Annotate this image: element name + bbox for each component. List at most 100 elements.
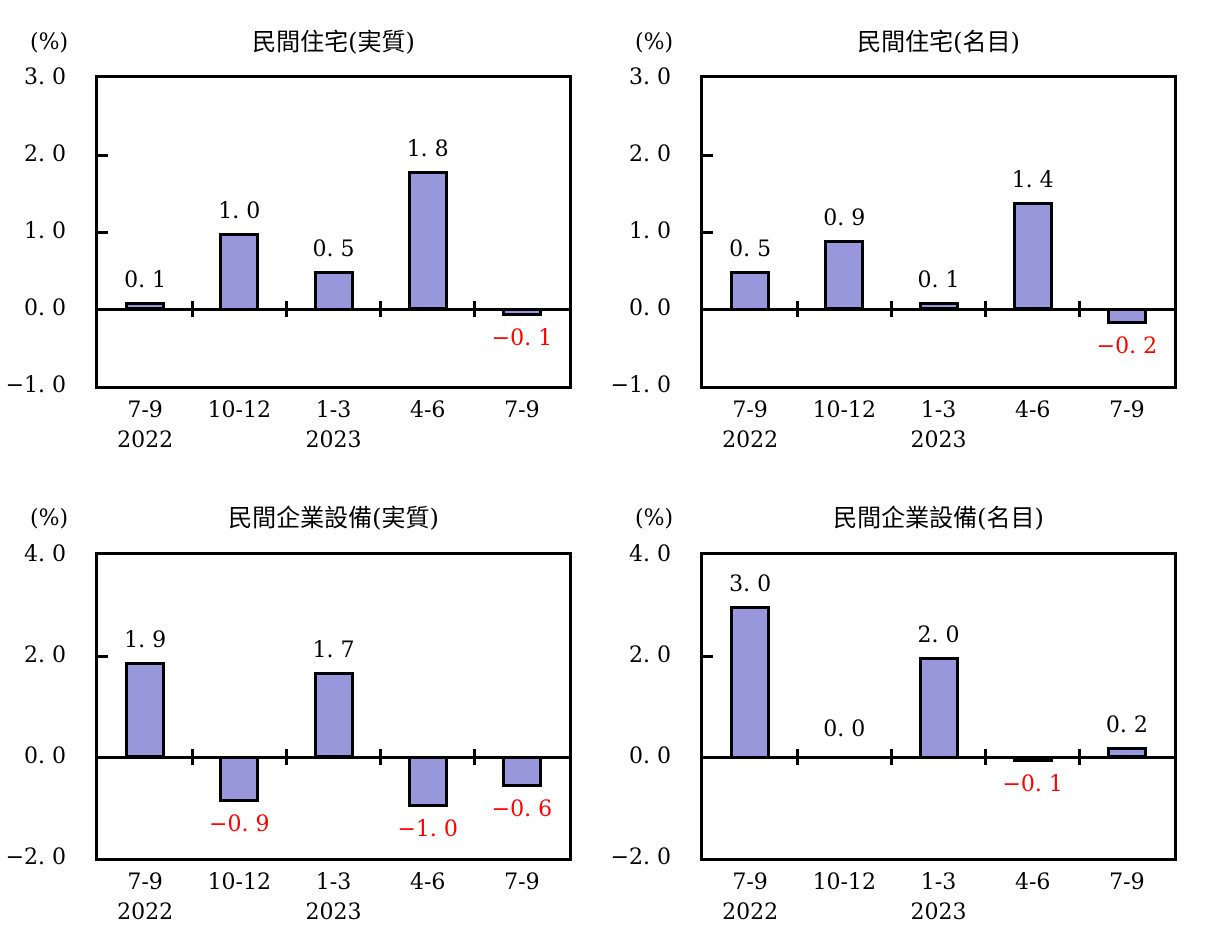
bar-value-label: −1. 0: [397, 817, 458, 842]
x-tick-label: 10-12: [812, 870, 876, 895]
y-tick-label: 0. 0: [24, 296, 66, 321]
y-axis-unit-label: (%): [635, 30, 674, 55]
y-tick-label: −2. 0: [5, 845, 66, 870]
y-tick-label: 2. 0: [24, 142, 66, 167]
bar-value-label: 1. 8: [406, 136, 449, 162]
y-tick-label: −1. 0: [610, 373, 671, 398]
x-year-label: 2023: [910, 428, 967, 453]
x-year-label: 2022: [117, 428, 174, 453]
y-tick-label: 0. 0: [629, 744, 671, 769]
bar: [824, 240, 865, 311]
bar-value-label: 0. 0: [823, 717, 866, 742]
bar-value-label: 0. 2: [1105, 713, 1148, 739]
bar-chart-3: (%) 民間企業設備(名目) 4. 0 2. 0 0. 0 −2. 0 3. 0 0. 0 2.…: [605, 470, 1210, 943]
bar-value-label: −0. 1: [1002, 771, 1063, 797]
x-tick-mark: [190, 749, 194, 765]
y-tick-label: −1. 0: [5, 373, 66, 398]
bar-value-label: 2. 0: [917, 622, 960, 648]
bar-value-label: 1. 0: [218, 198, 261, 224]
x-year-label: 2023: [910, 900, 967, 925]
bar-value-label: 1. 7: [312, 637, 355, 663]
bar: [313, 671, 354, 759]
x-year-label: 2023: [305, 428, 362, 453]
y-tick-mark: [98, 153, 108, 157]
x-tick-label: 4-6: [409, 398, 446, 423]
bar: [918, 301, 959, 311]
bar: [1012, 755, 1053, 762]
y-tick-label: 3. 0: [24, 65, 66, 90]
chart-title: 民間住宅(実質): [252, 28, 415, 56]
chart-title: 民間企業設備(実質): [228, 504, 439, 532]
bar: [407, 755, 448, 807]
bar: [313, 271, 354, 311]
x-tick-label: 4-6: [1014, 870, 1051, 895]
y-tick-label: −2. 0: [610, 845, 671, 870]
x-tick-label: 10-12: [207, 870, 271, 895]
y-axis-unit-label: (%): [30, 30, 69, 55]
bar-value-label: −0. 2: [1096, 333, 1158, 359]
y-tick-label: 4. 0: [629, 542, 671, 567]
x-tick-mark: [473, 301, 477, 317]
bar-value-label: −0. 6: [491, 796, 553, 822]
bar-chart-1: (%) 民間住宅(名目) 3. 0 2. 0 1. 0 0. 0 −1. 0 0. 5 0. 9…: [605, 0, 1210, 473]
bar-chart-0: (%) 民間住宅(実質) 3. 0 2. 0 1. 0 0. 0 −1. 0 0. 1 1. 0…: [0, 0, 605, 473]
y-tick-mark: [703, 230, 713, 234]
x-tick-label: 7-9: [504, 870, 540, 895]
bar: [1106, 307, 1147, 324]
bar-chart-2: (%) 民間企業設備(実質) 4. 0 2. 0 0. 0 −2. 0 1. 9 −0. 9 1…: [0, 470, 605, 943]
chart-title: 民間企業設備(名目): [833, 504, 1044, 532]
bar: [730, 606, 771, 759]
bar: [501, 755, 542, 787]
x-tick-mark: [889, 749, 893, 765]
x-tick-label: 1-3: [920, 398, 957, 423]
bar: [1012, 201, 1053, 311]
x-tick-mark: [984, 749, 988, 765]
bar: [918, 656, 959, 759]
x-tick-mark: [284, 749, 288, 765]
y-tick-label: 2. 0: [629, 142, 671, 167]
y-tick-mark: [703, 153, 713, 157]
x-tick-label: 7-9: [732, 870, 768, 895]
plot-area: [700, 75, 1177, 389]
x-year-label: 2022: [722, 900, 779, 925]
y-tick-label: 0. 0: [629, 296, 671, 321]
bar: [501, 307, 542, 317]
x-tick-mark: [1078, 301, 1082, 317]
bar-value-label: 1. 9: [124, 627, 167, 653]
y-axis-unit-label: (%): [30, 506, 69, 531]
chart-title: 民間住宅(名目): [857, 28, 1020, 56]
x-tick-label: 10-12: [207, 398, 271, 423]
x-tick-label: 1-3: [920, 870, 957, 895]
y-tick-mark: [98, 654, 108, 658]
bar-value-label: 0. 1: [917, 267, 960, 293]
bar: [219, 232, 260, 311]
x-tick-mark: [473, 749, 477, 765]
x-tick-mark: [379, 301, 383, 317]
bar-value-label: −0. 9: [209, 811, 270, 837]
x-tick-label: 10-12: [812, 398, 876, 423]
bar-value-label: 0. 5: [312, 237, 355, 262]
bar: [407, 170, 448, 311]
plot-area: [700, 552, 1177, 861]
bar-value-label: 0. 1: [124, 267, 167, 293]
x-tick-label: 4-6: [1014, 398, 1051, 423]
plot-area: [95, 552, 572, 861]
x-tick-mark: [379, 749, 383, 765]
x-tick-mark: [190, 301, 194, 317]
y-tick-label: 4. 0: [24, 542, 66, 567]
x-tick-label: 7-9: [1109, 870, 1145, 895]
bar-value-label: 0. 9: [823, 206, 866, 232]
bar: [125, 301, 166, 311]
plot-area: [95, 75, 572, 389]
bar-value-label: 1. 4: [1011, 167, 1054, 193]
x-tick-mark: [1078, 749, 1082, 765]
bar-value-label: 0. 5: [729, 237, 772, 262]
x-tick-label: 7-9: [127, 398, 163, 423]
y-tick-label: 0. 0: [24, 744, 66, 769]
y-tick-label: 3. 0: [629, 65, 671, 90]
x-tick-label: 4-6: [409, 870, 446, 895]
bar: [730, 271, 771, 311]
x-tick-mark: [795, 749, 799, 765]
x-year-label: 2022: [117, 900, 174, 925]
